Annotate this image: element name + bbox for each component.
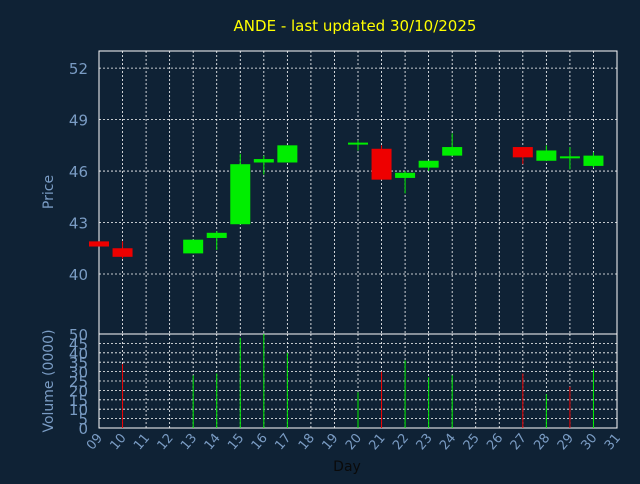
candle-body — [206, 232, 227, 238]
candle-body — [253, 159, 274, 163]
price-tick-label: 46 — [69, 163, 88, 181]
candle-body — [348, 142, 368, 145]
x-tick-label: 17 — [272, 431, 294, 453]
volume-tick-label: 25 — [69, 373, 88, 391]
chart-title: ANDE - last updated 30/10/2025 — [234, 17, 477, 35]
candle-body — [277, 145, 298, 163]
x-tick-label: 13 — [178, 431, 200, 453]
price-axis-label: Price — [41, 175, 57, 209]
price-tick-label: 52 — [69, 60, 88, 78]
x-tick-label: 28 — [531, 431, 553, 453]
volume-axis-label: Volume (0000) — [41, 329, 57, 432]
candle-body — [183, 239, 204, 254]
x-tick-label: 20 — [343, 431, 365, 453]
candle-body — [559, 156, 580, 159]
candle-body — [230, 164, 251, 225]
x-axis-label: Day — [333, 459, 361, 475]
volume-tick-label: 0 — [78, 420, 88, 438]
candle-body — [512, 147, 533, 158]
x-tick-label: 23 — [414, 431, 436, 453]
price-tick-label: 43 — [69, 215, 88, 233]
price-tick-label: 40 — [69, 266, 88, 284]
x-tick-label: 21 — [366, 431, 388, 453]
volume-tick-label: 20 — [69, 382, 88, 400]
candle-body — [536, 150, 557, 161]
x-tick-label: 29 — [555, 431, 577, 453]
x-tick-label: 16 — [249, 431, 271, 453]
candle-body — [418, 160, 439, 168]
x-tick-label: 27 — [508, 431, 530, 453]
x-tick-label: 11 — [131, 431, 153, 453]
candle-body — [89, 241, 109, 247]
volume-tick-label: 45 — [69, 335, 88, 353]
x-tick-label: 22 — [390, 431, 412, 453]
candle-body — [583, 155, 604, 166]
volume-tick-label: 50 — [69, 326, 88, 344]
x-tick-label: 15 — [225, 431, 247, 453]
volume-tick-label: 35 — [69, 354, 88, 372]
x-tick-label: 26 — [484, 431, 506, 453]
candle-body — [371, 148, 392, 180]
x-tick-label: 18 — [296, 431, 318, 453]
x-tick-label: 19 — [319, 431, 341, 453]
x-tick-label: 31 — [602, 431, 624, 453]
x-tick-label: 12 — [155, 431, 177, 453]
candle-body — [442, 147, 463, 156]
x-tick-label: 30 — [578, 431, 600, 453]
volume-tick-label: 5 — [78, 411, 88, 429]
volume-tick-label: 10 — [69, 401, 88, 419]
candle-body — [395, 172, 416, 178]
chart-plot-area: 09 10 11 12 13 14 15 16 17 18 19 20 21 22 23 24 25 26 27 28… — [69, 50, 624, 453]
volume-tick-label: 15 — [69, 392, 88, 410]
volume-tick-label: 30 — [69, 364, 88, 382]
x-tick-label: 24 — [437, 431, 459, 453]
x-tick-label: 14 — [202, 431, 224, 453]
volume-tick-label: 40 — [69, 345, 88, 363]
x-tick-label: 25 — [461, 431, 483, 453]
candle-body — [112, 248, 133, 257]
price-tick-label: 49 — [69, 112, 88, 130]
x-tick-label: 10 — [107, 431, 129, 453]
